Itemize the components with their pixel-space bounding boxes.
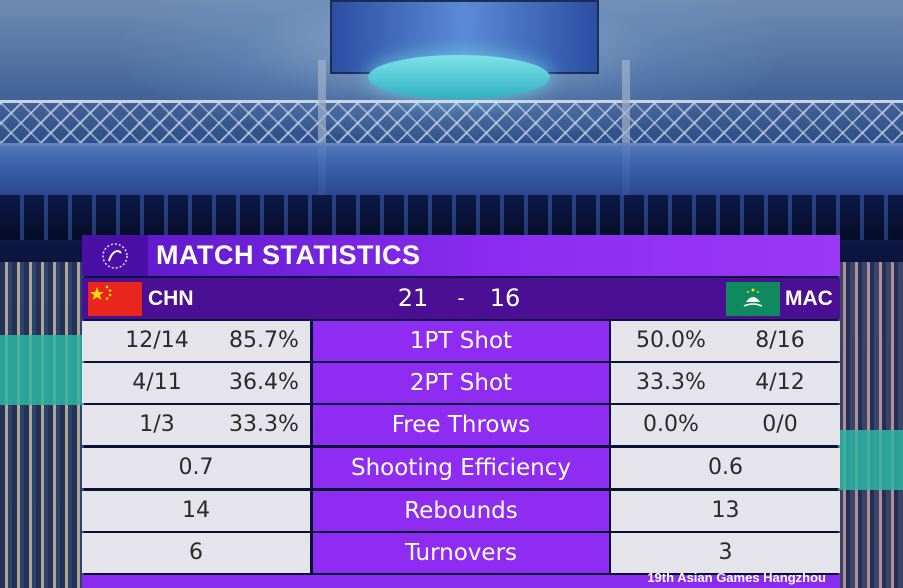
away-made-attempts: 0/0 [762, 412, 798, 437]
jumbotron-ring [368, 55, 550, 99]
stat-row: 6 Turnovers 3 [82, 533, 840, 573]
title-bar: MATCH STATISTICS [82, 235, 840, 276]
china-flag-icon [88, 282, 142, 316]
away-score: 16 [489, 284, 521, 312]
away-stat-cell: 13 [611, 491, 840, 531]
stat-row: 0.7 Shooting Efficiency 0.6 [82, 448, 840, 488]
home-stat-cell: 12/14 85.7% [82, 321, 310, 361]
upper-stand [0, 143, 903, 195]
away-team-code: MAC [785, 287, 833, 310]
away-stat-cell: 33.3% 4/12 [611, 363, 840, 403]
stat-row: 14 Rebounds 13 [82, 491, 840, 531]
courtside-board-right [838, 430, 903, 490]
stat-label: 1PT Shot [313, 321, 609, 361]
asian-games-logo-icon [82, 235, 148, 276]
board-title: MATCH STATISTICS [156, 240, 421, 270]
home-stat-value: 0.7 [178, 455, 214, 480]
away-percentage: 33.3% [636, 370, 706, 395]
home-stat-cell: 4/11 36.4% [82, 363, 310, 403]
home-made-attempts: 12/14 [125, 328, 189, 353]
match-statistics-board: MATCH STATISTICS CHN 21 - 16 MAC [82, 235, 840, 588]
home-stat-value: 14 [182, 498, 210, 523]
away-made-attempts: 4/12 [755, 370, 805, 395]
away-stat-cell: 3 [611, 533, 840, 573]
crowd-right [838, 262, 903, 588]
away-percentage: 0.0% [643, 412, 699, 437]
home-stat-cell: 6 [82, 533, 310, 573]
footer-bar: 19th Asian Games Hangzhou [82, 570, 840, 588]
home-percentage: 33.3% [229, 412, 299, 437]
score-separator: - [457, 286, 465, 310]
home-stat-cell: 0.7 [82, 448, 310, 488]
home-stat-cell: 14 [82, 491, 310, 531]
home-score: 21 [397, 284, 429, 312]
away-stat-value: 13 [711, 498, 740, 523]
away-made-attempts: 8/16 [755, 328, 805, 353]
courtside-board-left [0, 335, 84, 405]
away-stat-cell: 0.0% 0/0 [611, 405, 840, 445]
macau-flag-icon [726, 282, 780, 316]
crowd-left [0, 262, 84, 588]
score-bar: CHN 21 - 16 MAC [82, 278, 840, 319]
away-stat-value: 3 [718, 540, 733, 565]
away-percentage: 50.0% [636, 328, 706, 353]
stat-row: 1/3 33.3% Free Throws 0.0% 0/0 [82, 405, 840, 445]
home-stat-cell: 1/3 33.3% [82, 405, 310, 445]
event-name: 19th Asian Games Hangzhou [647, 570, 826, 585]
stat-label: Turnovers [313, 533, 609, 573]
home-percentage: 85.7% [229, 328, 299, 353]
stand-lights [0, 195, 903, 240]
home-stat-value: 6 [189, 540, 203, 565]
home-team-code: CHN [148, 287, 194, 310]
away-stat-cell: 50.0% 8/16 [611, 321, 840, 361]
home-made-attempts: 1/3 [139, 412, 175, 437]
away-stat-value: 0.6 [708, 455, 743, 480]
home-percentage: 36.4% [229, 370, 299, 395]
home-made-attempts: 4/11 [132, 370, 182, 395]
stat-row: 4/11 36.4% 2PT Shot 33.3% 4/12 [82, 363, 840, 403]
stat-label: Rebounds [313, 491, 609, 531]
stat-label: Free Throws [313, 405, 609, 445]
stat-label: 2PT Shot [313, 363, 609, 403]
stat-label: Shooting Efficiency [313, 448, 609, 488]
away-stat-cell: 0.6 [611, 448, 840, 488]
roof-truss [0, 100, 903, 146]
stat-row: 12/14 85.7% 1PT Shot 50.0% 8/16 [82, 321, 840, 361]
